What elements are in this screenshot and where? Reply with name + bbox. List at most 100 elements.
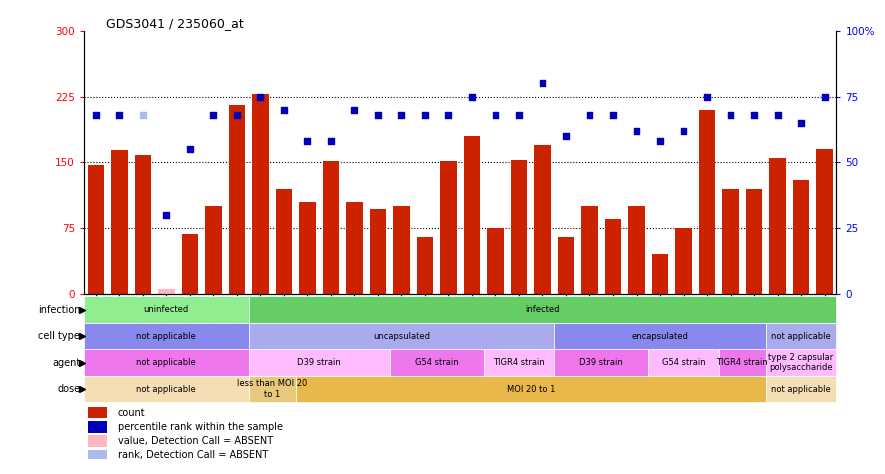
Point — [794, 119, 808, 127]
Bar — [346, 202, 363, 294]
Bar — [581, 206, 597, 294]
Bar — [766, 349, 836, 376]
Bar — [249, 323, 554, 349]
Point — [559, 132, 573, 140]
Text: not applicable: not applicable — [771, 332, 831, 340]
Point — [535, 80, 550, 87]
Text: TIGR4 strain: TIGR4 strain — [493, 358, 545, 367]
Bar — [816, 149, 833, 294]
Text: G54 strain: G54 strain — [415, 358, 458, 367]
Point — [347, 106, 361, 114]
Bar — [648, 349, 719, 376]
Point — [112, 111, 127, 119]
Bar — [675, 228, 692, 294]
Point — [512, 111, 526, 119]
Bar — [393, 206, 410, 294]
Bar — [558, 237, 574, 294]
Bar — [323, 161, 339, 294]
Point — [629, 127, 643, 135]
Bar — [793, 180, 809, 294]
Bar — [604, 219, 621, 294]
Point — [135, 111, 150, 119]
Point — [230, 111, 244, 119]
Bar — [275, 189, 292, 294]
Point — [324, 137, 338, 145]
Bar — [205, 206, 221, 294]
Bar — [249, 376, 296, 402]
Point — [395, 111, 409, 119]
Bar — [484, 349, 554, 376]
Bar — [370, 209, 386, 294]
Text: not applicable: not applicable — [136, 385, 196, 393]
Point — [700, 93, 714, 100]
Text: infection: infection — [38, 304, 81, 315]
Point — [771, 111, 785, 119]
Bar — [766, 323, 836, 349]
Bar — [746, 189, 762, 294]
Point — [300, 137, 314, 145]
Text: MOI 20 to 1: MOI 20 to 1 — [506, 385, 555, 393]
Bar — [554, 323, 766, 349]
Point — [88, 111, 103, 119]
Bar — [554, 349, 648, 376]
Bar — [135, 155, 151, 294]
Text: percentile rank within the sample: percentile rank within the sample — [118, 422, 283, 432]
Text: G54 strain: G54 strain — [662, 358, 705, 367]
Bar — [299, 202, 316, 294]
Bar — [464, 136, 481, 294]
Bar — [651, 255, 668, 294]
Text: dose: dose — [58, 384, 81, 394]
Point — [418, 111, 432, 119]
Point — [582, 111, 596, 119]
Bar — [249, 349, 389, 376]
Text: GDS3041 / 235060_at: GDS3041 / 235060_at — [106, 17, 244, 29]
Point — [206, 111, 220, 119]
Point — [747, 111, 761, 119]
Text: not applicable: not applicable — [136, 332, 196, 340]
Bar — [389, 349, 484, 376]
Bar — [88, 421, 107, 433]
Bar — [417, 237, 433, 294]
Bar — [158, 290, 174, 294]
Text: agent: agent — [52, 357, 81, 368]
Bar — [88, 407, 107, 419]
Bar — [722, 189, 739, 294]
Bar — [84, 296, 249, 323]
Bar — [249, 296, 836, 323]
Bar — [440, 161, 457, 294]
Text: rank, Detection Call = ABSENT: rank, Detection Call = ABSENT — [118, 450, 268, 460]
Text: cell type: cell type — [38, 331, 81, 341]
Bar — [112, 150, 127, 294]
Bar — [719, 349, 766, 376]
Point — [253, 93, 267, 100]
Bar — [511, 160, 527, 294]
Point — [465, 93, 479, 100]
Bar — [181, 234, 198, 294]
Text: infected: infected — [525, 305, 559, 314]
Text: uncapsulated: uncapsulated — [373, 332, 430, 340]
Bar — [252, 94, 269, 294]
Point — [818, 93, 832, 100]
Text: value, Detection Call = ABSENT: value, Detection Call = ABSENT — [118, 436, 273, 446]
Text: count: count — [118, 408, 145, 418]
Point — [676, 127, 690, 135]
Text: TIGR4 strain: TIGR4 strain — [717, 358, 768, 367]
Bar — [699, 110, 715, 294]
Point — [489, 111, 503, 119]
Bar — [88, 165, 104, 294]
Text: type 2 capsular
polysaccharide: type 2 capsular polysaccharide — [768, 353, 834, 372]
Point — [723, 111, 737, 119]
Text: not applicable: not applicable — [136, 358, 196, 367]
Bar — [84, 376, 249, 402]
Bar — [88, 436, 107, 447]
Bar — [769, 158, 786, 294]
Text: not applicable: not applicable — [771, 385, 831, 393]
Text: less than MOI 20
to 1: less than MOI 20 to 1 — [237, 380, 307, 399]
Point — [442, 111, 456, 119]
Bar — [766, 376, 836, 402]
Text: D39 strain: D39 strain — [297, 358, 341, 367]
Text: encapsulated: encapsulated — [632, 332, 689, 340]
Text: D39 strain: D39 strain — [580, 358, 623, 367]
Point — [183, 146, 197, 153]
Bar — [535, 145, 550, 294]
